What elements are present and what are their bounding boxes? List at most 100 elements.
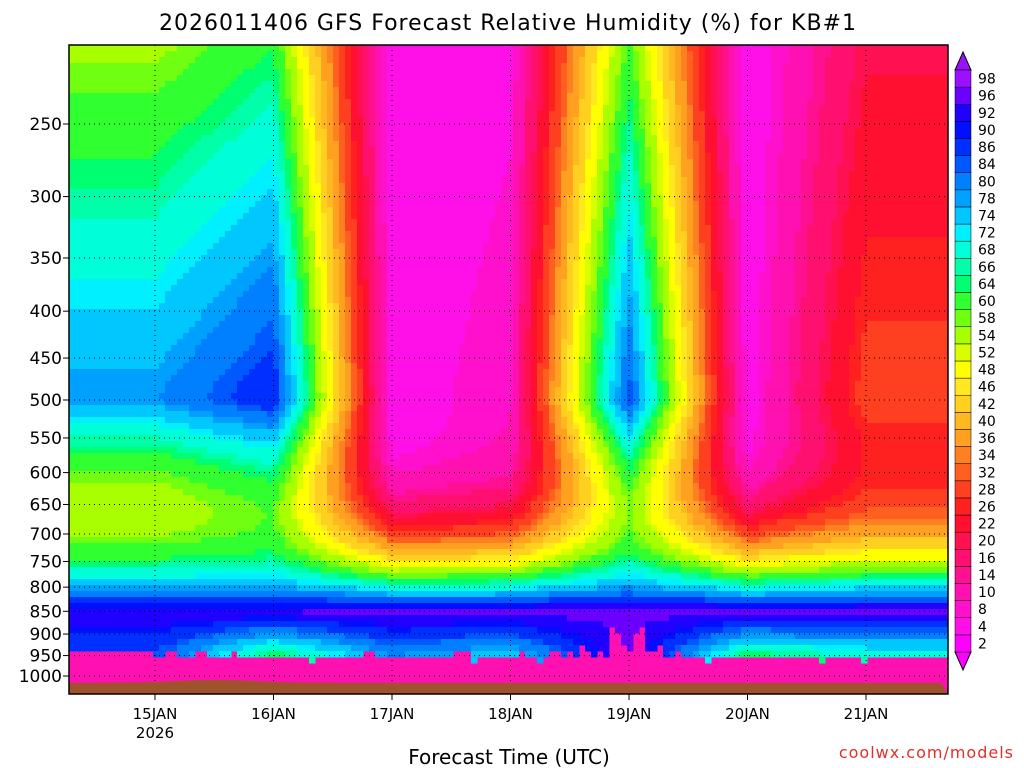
humidity-cell	[801, 615, 808, 622]
humidity-cell	[825, 621, 832, 628]
humidity-cell	[819, 609, 826, 616]
humidity-cell	[807, 597, 814, 604]
humidity-cell	[693, 255, 700, 376]
humidity-cell	[453, 627, 460, 640]
humidity-cell	[111, 279, 118, 310]
humidity-cell	[93, 453, 100, 472]
humidity-cell	[111, 543, 118, 562]
humidity-cell	[519, 627, 526, 640]
humidity-cell	[555, 591, 562, 598]
humidity-cell	[129, 63, 136, 94]
humidity-cell	[555, 459, 562, 490]
humidity-cell	[213, 327, 220, 382]
humidity-cell	[273, 609, 280, 616]
humidity-cell	[171, 609, 178, 622]
humidity-cell	[243, 615, 250, 622]
humidity-cell	[237, 411, 244, 418]
humidity-cell	[111, 579, 118, 586]
humidity-cell	[801, 627, 808, 634]
humidity-cell	[837, 45, 844, 166]
humidity-cell	[387, 489, 394, 496]
humidity-cell	[585, 45, 592, 124]
humidity-cell	[141, 159, 148, 190]
humidity-cell	[699, 525, 706, 532]
humidity-cell	[693, 531, 700, 544]
humidity-cell	[393, 495, 400, 502]
humidity-cell	[885, 591, 892, 598]
humidity-cell	[447, 567, 454, 574]
humidity-cell	[453, 561, 460, 568]
humidity-cell	[369, 531, 376, 544]
humidity-cell	[873, 237, 880, 322]
humidity-cell	[447, 597, 454, 604]
humidity-cell	[651, 477, 658, 526]
humidity-cell	[783, 639, 790, 646]
humidity-cell	[513, 615, 520, 622]
humidity-cell	[549, 315, 556, 382]
humidity-cell	[609, 381, 616, 406]
humidity-cell	[939, 537, 946, 550]
humidity-cell	[147, 405, 154, 418]
humidity-cell	[921, 633, 928, 640]
humidity-cell	[297, 345, 304, 412]
humidity-cell	[303, 573, 310, 580]
humidity-cell	[807, 99, 814, 226]
humidity-cell	[261, 423, 268, 430]
humidity-cell	[531, 555, 538, 562]
humidity-cell	[729, 495, 736, 514]
colorbar-swatch	[954, 240, 972, 259]
humidity-cell	[567, 531, 574, 538]
humidity-cell	[933, 561, 940, 568]
humidity-cell	[483, 573, 490, 580]
humidity-cell	[789, 597, 796, 604]
humidity-cell	[105, 93, 112, 160]
humidity-cell	[711, 291, 718, 376]
humidity-cell	[315, 525, 322, 544]
humidity-cell	[885, 537, 892, 550]
humidity-cell	[327, 591, 334, 598]
humidity-cell	[219, 441, 226, 454]
humidity-cell	[741, 627, 748, 634]
humidity-cell	[387, 579, 394, 586]
humidity-cell	[291, 375, 298, 406]
humidity-cell	[531, 639, 538, 646]
humidity-cell	[393, 579, 400, 586]
humidity-cell	[903, 579, 910, 586]
humidity-cell	[459, 609, 466, 616]
humidity-cell	[699, 531, 706, 544]
humidity-cell	[195, 639, 202, 652]
humidity-cell	[237, 45, 244, 76]
humidity-cell	[99, 543, 106, 562]
humidity-cell	[183, 543, 190, 556]
humidity-cell	[171, 627, 178, 646]
humidity-cell	[855, 645, 862, 652]
humidity-cell	[561, 573, 568, 580]
humidity-cell	[219, 93, 226, 124]
humidity-cell	[249, 177, 256, 208]
humidity-cell	[501, 651, 508, 658]
humidity-cell	[381, 591, 388, 598]
humidity-cell	[441, 651, 448, 658]
humidity-cell	[267, 465, 274, 472]
humidity-cell	[849, 621, 856, 628]
humidity-cell	[219, 321, 226, 376]
humidity-cell	[147, 189, 154, 220]
humidity-cell	[735, 639, 742, 646]
humidity-cell	[393, 543, 400, 550]
humidity-cell	[567, 519, 574, 532]
humidity-cell	[363, 537, 370, 544]
humidity-cell	[411, 567, 418, 574]
humidity-cell	[477, 597, 484, 604]
credit-link[interactable]: coolwx.com/models	[839, 743, 1014, 762]
humidity-cell	[603, 345, 610, 412]
humidity-cell	[849, 639, 856, 646]
humidity-cell	[627, 435, 634, 442]
humidity-cell	[519, 579, 526, 586]
humidity-cell	[279, 141, 286, 172]
humidity-cell	[651, 549, 658, 556]
humidity-cell	[495, 435, 502, 478]
humidity-cell	[201, 585, 208, 592]
humidity-cell	[111, 447, 118, 454]
humidity-cell	[75, 453, 82, 472]
humidity-cell	[285, 405, 292, 418]
